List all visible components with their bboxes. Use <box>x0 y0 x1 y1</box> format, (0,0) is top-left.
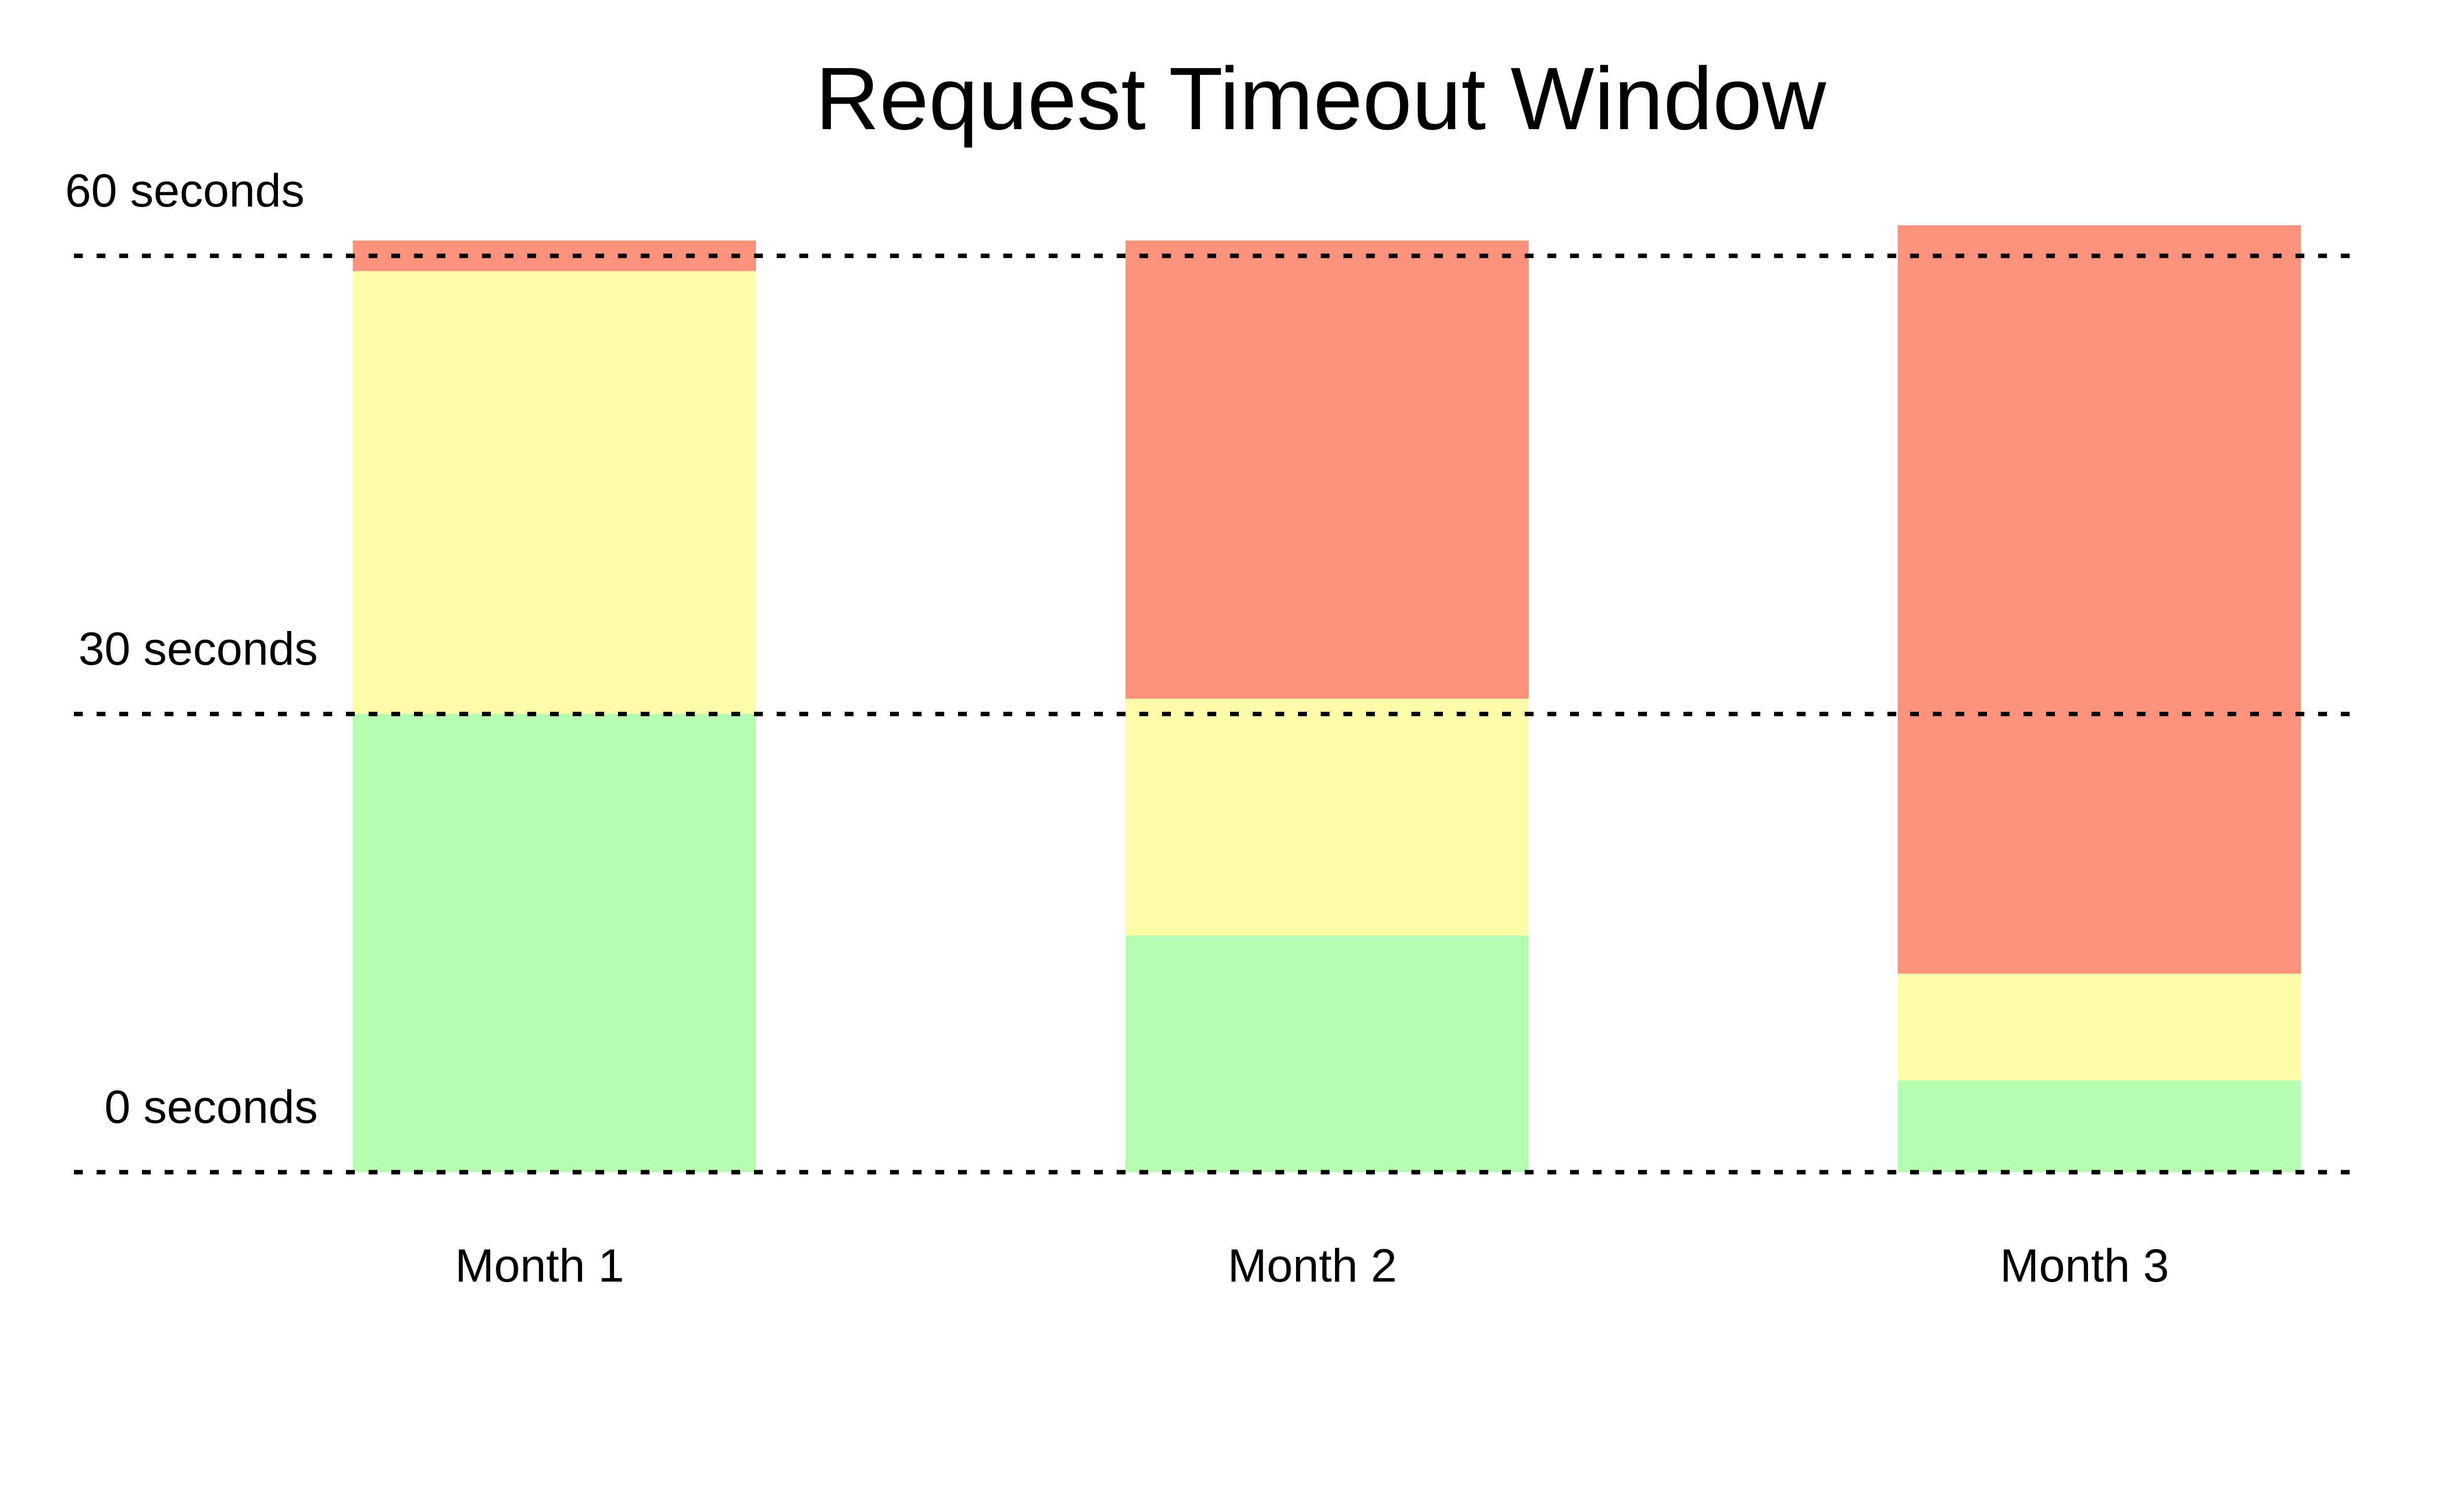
x-category-label: Month 2 <box>1228 1240 1397 1292</box>
bar-segment-2-3 <box>1126 241 1529 699</box>
bar-segment-1-1 <box>353 714 756 1172</box>
bar-segment-1-2 <box>353 271 756 714</box>
x-category-label: Month 1 <box>455 1240 624 1292</box>
y-tick-labels: 0 seconds 30 seconds 60 seconds <box>65 165 318 1133</box>
x-category-labels: Month 1 Month 2 Month 3 <box>455 1240 2169 1292</box>
x-category-label: Month 3 <box>2000 1240 2169 1292</box>
chart-title: Request Timeout Window <box>816 49 1827 148</box>
gridlines-group <box>74 253 2361 1175</box>
y-tick-label: 30 seconds <box>78 623 318 675</box>
bars-group <box>353 225 2301 1172</box>
bar-segment-2-1 <box>1126 935 1529 1172</box>
bar-segment-3-1 <box>1898 1081 2301 1172</box>
bar-segment-3-2 <box>1898 974 2301 1081</box>
bar-segment-2-2 <box>1126 698 1529 936</box>
y-tick-label: 0 seconds <box>104 1081 318 1133</box>
y-tick-label: 60 seconds <box>65 165 305 217</box>
bar-segment-3-3 <box>1898 225 2301 974</box>
